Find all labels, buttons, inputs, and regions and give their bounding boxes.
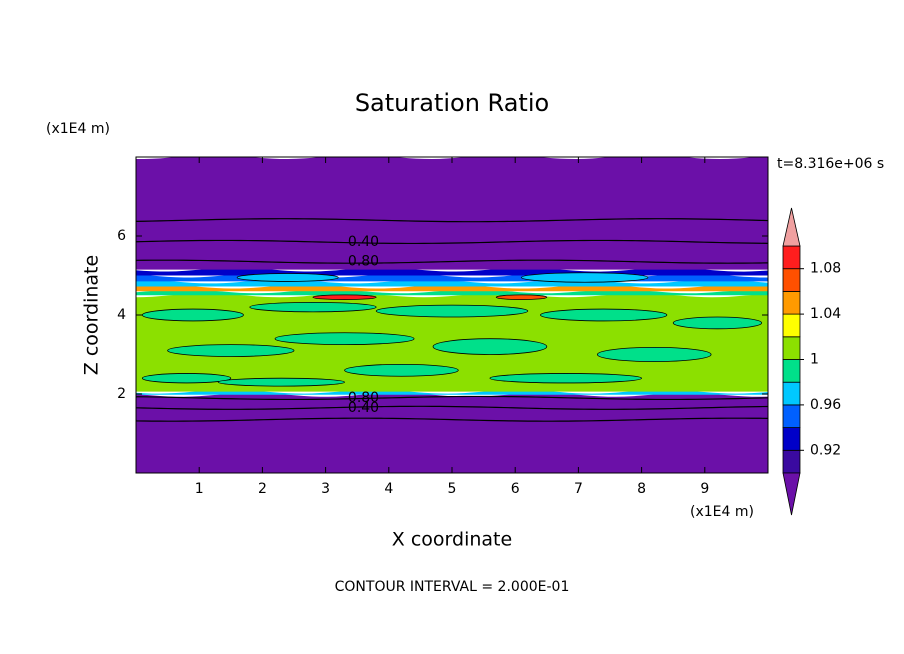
x-tick-label: 1 [195,481,204,497]
colorbar-box [782,404,801,428]
contour-label: 0.40 [348,400,379,416]
contour-patch [521,272,649,283]
contour-label: 0.40 [348,234,379,250]
y-unit: (x1E4 m) [46,121,110,137]
contour-patch [167,344,295,357]
contour-patch [312,294,377,300]
footer: CONTOUR INTERVAL = 2.000E-01 [335,579,570,595]
x-tick-label: 5 [448,481,457,497]
colorbar-box [782,313,801,338]
contour-patch [217,377,345,387]
contour-line [136,395,768,401]
contour-line [136,417,768,422]
contour-patch [344,363,459,377]
x-axis-label: X coordinate [392,529,512,551]
contour-patch [274,332,415,346]
contour-label: 0.80 [348,390,379,406]
contour-patch [540,308,668,322]
time-label: t=8.316e+06 s [777,156,884,172]
x-tick-label: 3 [321,481,330,497]
colorbar-under [782,472,801,516]
contour-line [136,218,768,223]
colorbar-tick-label: 1.04 [810,306,841,322]
colorbar-box [782,359,801,383]
x-tick-label: 6 [511,481,520,497]
contour-line [136,259,768,264]
colorbar-box [782,290,801,315]
contour-patch [495,294,548,300]
contour-band [136,389,768,395]
chart-title: Saturation Ratio [355,89,549,117]
contour-patch [489,373,643,384]
colorbar-box [782,449,801,474]
contour-band [136,157,768,270]
colorbar-tick-label: 0.92 [810,442,841,458]
colorbar-box [782,381,801,406]
y-tick-label: 2 [117,386,126,402]
contour-label: 0.80 [348,254,379,270]
contour-patch [141,308,244,322]
contour-patch [672,316,763,330]
contour-patch [141,373,232,384]
contour-patch [249,301,377,313]
contour-patch [236,273,339,282]
contour-band [136,392,768,473]
contour-patch [375,304,529,318]
x-tick-label: 4 [384,481,393,497]
x-unit: (x1E4 m) [690,504,754,520]
colorbar-tick-label: 1.08 [810,261,841,277]
axes: 1 2 3 4 5 6 7 8 9 2 4 6 0.92 0.96 1 1.04 1.08 [117,156,841,516]
x-tick-label: 2 [258,481,267,497]
colorbar-box [782,245,801,270]
contour-line [136,239,768,245]
colorbar-box [782,427,801,451]
contour-line [136,405,768,410]
y-axis-label: Z coordinate [81,255,103,375]
plot-area: 0.400.800.800.40 [136,157,768,473]
contour-patch [596,346,712,363]
colorbar-tick-label: 1 [810,352,819,368]
colorbar-box [782,268,801,292]
colorbar-box [782,336,801,360]
x-tick-label: 9 [700,481,709,497]
contour-patch [432,338,548,355]
colorbar-tick-label: 0.96 [810,397,841,413]
x-tick-label: 7 [574,481,583,497]
x-tick-label: 8 [637,481,646,497]
colorbar-over [782,207,801,247]
y-tick-label: 6 [117,228,126,244]
y-tick-label: 4 [117,307,126,323]
